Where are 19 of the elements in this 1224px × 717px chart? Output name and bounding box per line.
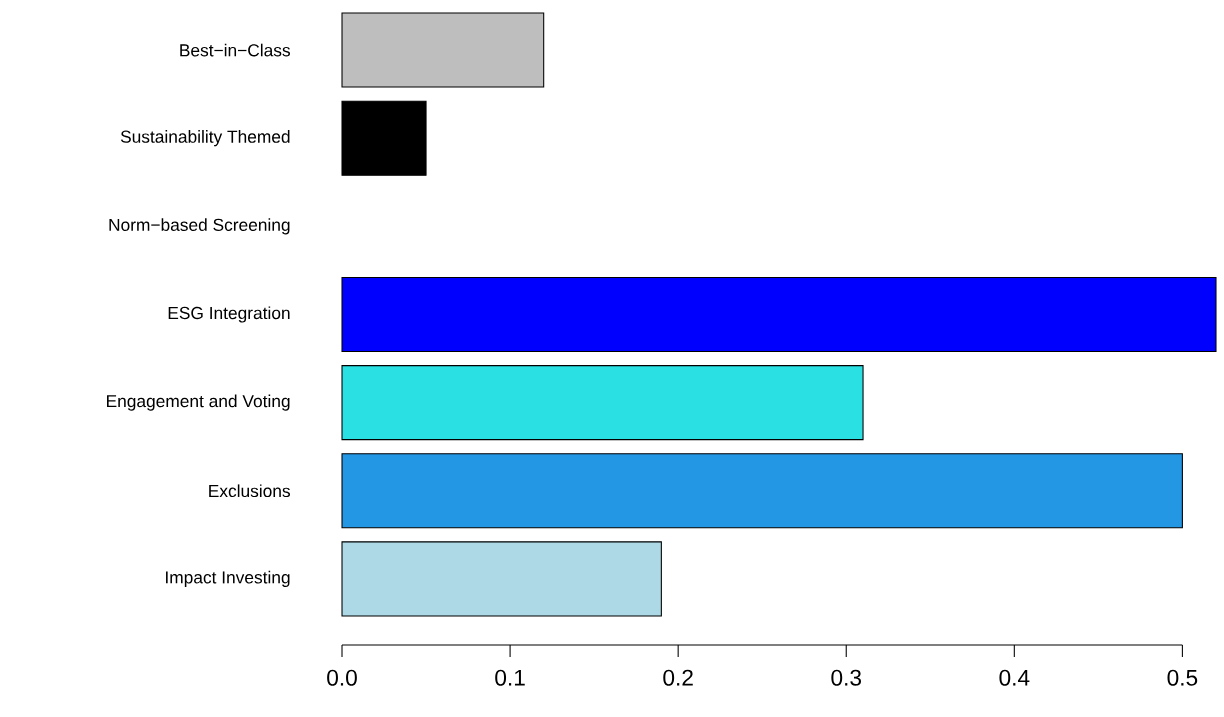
- bar: [341, 365, 864, 441]
- bar: [341, 100, 427, 176]
- x-tick-label: 0.0: [327, 669, 357, 686]
- bar: [341, 541, 662, 617]
- x-tick-label: 0.4: [999, 669, 1030, 686]
- x-tick-label: 0.2: [663, 669, 693, 686]
- x-tick-label: 0.3: [831, 669, 861, 686]
- y-tick-label: Exclusions: [209, 484, 290, 498]
- bar: [341, 12, 545, 88]
- y-tick-label: ESG Integration: [168, 306, 290, 323]
- y-tick-label: Best−in−Class: [180, 43, 290, 57]
- bar: [341, 453, 1183, 529]
- x-tick-label: 0.1: [495, 669, 525, 686]
- y-tick-label: Engagement and Voting: [107, 394, 290, 411]
- y-tick-label: Impact Investing: [166, 570, 290, 587]
- y-tick-label: Sustainability Themed: [120, 130, 290, 147]
- x-tick-label: 0.5: [1167, 669, 1198, 686]
- bar: [341, 276, 1217, 353]
- y-tick-label: Norm−based Screening: [109, 218, 290, 235]
